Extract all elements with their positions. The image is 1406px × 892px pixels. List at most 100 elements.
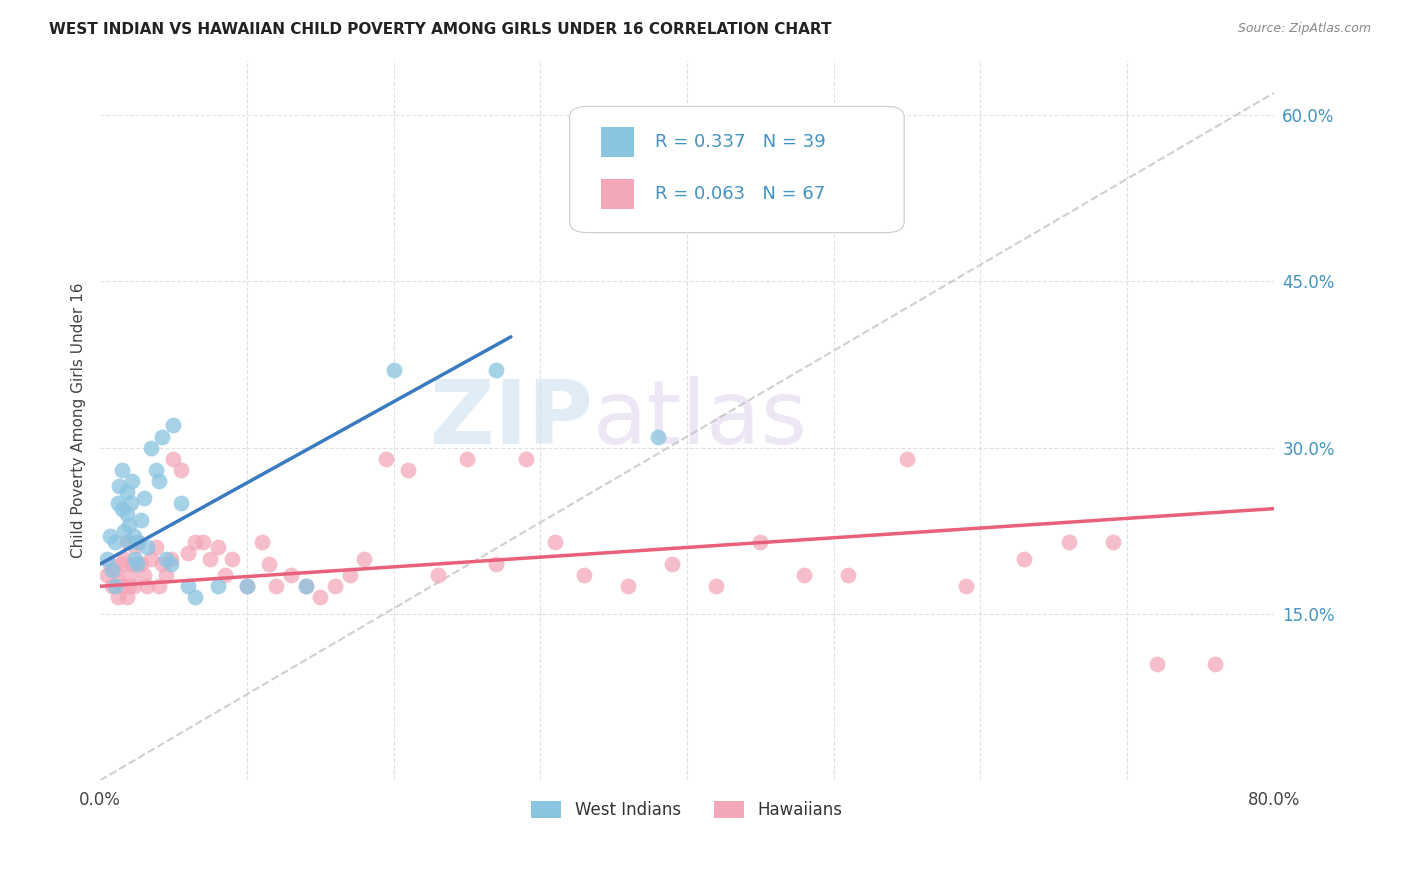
- Point: [108, 479, 131, 493]
- Point: [121, 474, 143, 488]
- Bar: [602, 178, 634, 209]
- Point: [145, 463, 167, 477]
- Text: atlas: atlas: [593, 376, 808, 464]
- Point: [120, 496, 142, 510]
- Point: [134, 568, 156, 582]
- Text: WEST INDIAN VS HAWAIIAN CHILD POVERTY AMONG GIRLS UNDER 16 CORRELATION CHART: WEST INDIAN VS HAWAIIAN CHILD POVERTY AM…: [49, 22, 832, 37]
- Point: [214, 568, 236, 582]
- Point: [515, 451, 537, 466]
- Point: [236, 579, 259, 593]
- Point: [107, 591, 129, 605]
- Y-axis label: Child Poverty Among Girls Under 16: Child Poverty Among Girls Under 16: [72, 282, 86, 558]
- Point: [125, 557, 148, 571]
- Point: [837, 568, 859, 582]
- Point: [122, 529, 145, 543]
- Point: [115, 507, 138, 521]
- Point: [339, 568, 361, 582]
- Point: [353, 551, 375, 566]
- Point: [127, 535, 149, 549]
- Point: [124, 541, 146, 555]
- Point: [955, 579, 977, 593]
- Point: [136, 541, 159, 555]
- Point: [141, 551, 163, 566]
- Point: [382, 363, 405, 377]
- Point: [264, 579, 287, 593]
- Point: [115, 591, 138, 605]
- Point: [115, 535, 138, 549]
- Point: [100, 557, 122, 571]
- Point: [280, 568, 302, 582]
- Point: [257, 557, 280, 571]
- Point: [177, 579, 200, 593]
- Point: [207, 541, 229, 555]
- Point: [485, 363, 508, 377]
- Point: [485, 557, 508, 571]
- Point: [207, 579, 229, 593]
- Point: [148, 474, 170, 488]
- Point: [170, 463, 193, 477]
- Point: [104, 579, 127, 593]
- Point: [191, 535, 214, 549]
- Point: [129, 557, 152, 571]
- Point: [122, 579, 145, 593]
- Point: [129, 513, 152, 527]
- Point: [118, 568, 141, 582]
- Point: [159, 557, 181, 571]
- Point: [294, 579, 316, 593]
- Point: [150, 429, 173, 443]
- Point: [101, 563, 124, 577]
- Point: [896, 451, 918, 466]
- Point: [111, 501, 134, 516]
- Point: [250, 535, 273, 549]
- Point: [125, 557, 148, 571]
- Point: [134, 491, 156, 505]
- Point: [375, 451, 398, 466]
- Point: [661, 557, 683, 571]
- Point: [1204, 657, 1226, 671]
- Point: [544, 535, 567, 549]
- Point: [749, 535, 772, 549]
- Point: [115, 485, 138, 500]
- Point: [426, 568, 449, 582]
- Point: [184, 535, 207, 549]
- Point: [124, 551, 146, 566]
- Point: [706, 579, 728, 593]
- FancyBboxPatch shape: [569, 106, 904, 233]
- Legend: West Indians, Hawaiians: West Indians, Hawaiians: [524, 795, 849, 826]
- Point: [617, 579, 640, 593]
- Point: [159, 551, 181, 566]
- Point: [1146, 657, 1168, 671]
- Point: [323, 579, 346, 593]
- Point: [101, 579, 124, 593]
- Point: [118, 535, 141, 549]
- Text: R = 0.337   N = 39: R = 0.337 N = 39: [655, 133, 827, 151]
- Point: [170, 496, 193, 510]
- Point: [1057, 535, 1080, 549]
- Point: [294, 579, 316, 593]
- Point: [647, 429, 669, 443]
- Point: [150, 557, 173, 571]
- Point: [104, 563, 127, 577]
- Point: [111, 579, 134, 593]
- Point: [155, 568, 177, 582]
- Bar: [602, 127, 634, 157]
- Text: ZIP: ZIP: [430, 376, 593, 464]
- Point: [1101, 535, 1123, 549]
- Point: [112, 524, 135, 538]
- Point: [104, 535, 127, 549]
- Point: [221, 551, 243, 566]
- Point: [111, 557, 134, 571]
- Point: [793, 568, 815, 582]
- Point: [118, 579, 141, 593]
- Point: [112, 551, 135, 566]
- Point: [96, 551, 118, 566]
- Point: [141, 441, 163, 455]
- Point: [108, 574, 131, 588]
- Point: [148, 579, 170, 593]
- Point: [198, 551, 221, 566]
- Point: [100, 529, 122, 543]
- Point: [111, 463, 134, 477]
- Point: [177, 546, 200, 560]
- Point: [236, 579, 259, 593]
- Point: [456, 451, 478, 466]
